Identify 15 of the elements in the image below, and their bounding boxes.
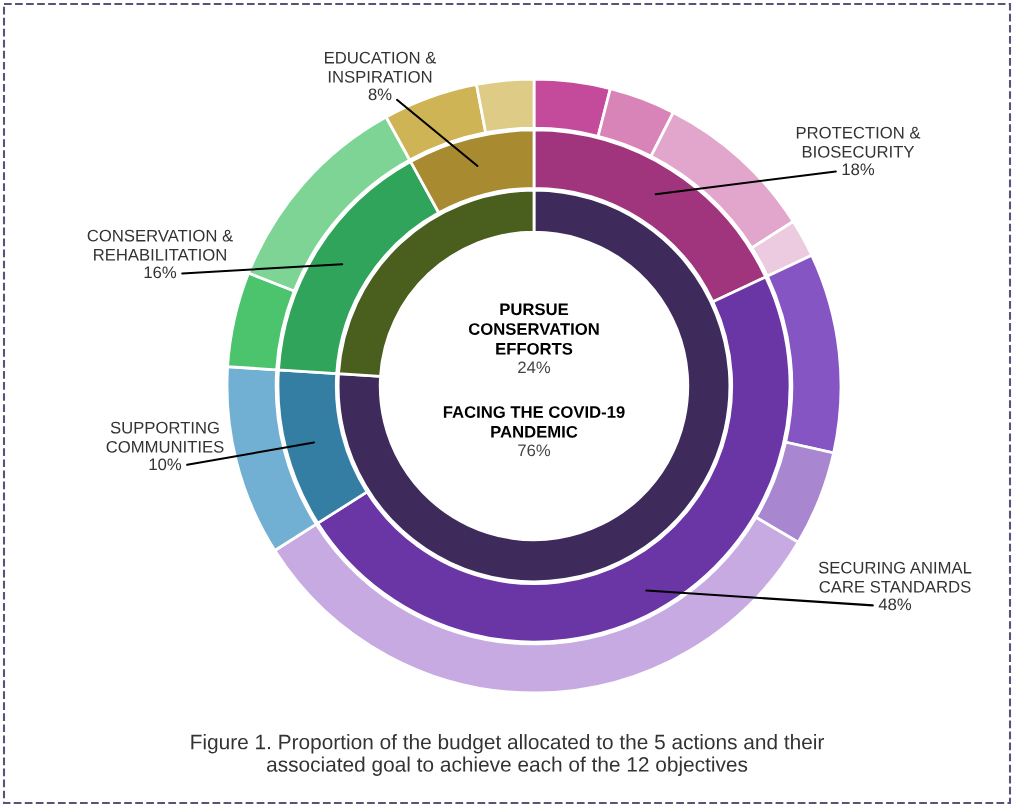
text: SUPPORTING COMMUNITIES — [106, 421, 224, 453]
data-label: 8% — [368, 88, 392, 101]
data-label: 16% — [144, 266, 177, 279]
caption: Figure 1. Proportion of the budget allocated to the 5 actions and their associated goal to achieve each of the 12 objectives — [191, 734, 825, 776]
text: FACING THE COVID-19 PANDEMIC — [443, 406, 625, 438]
data-label: 48% — [878, 598, 912, 611]
text: PURSUE CONSERVATION EFFORTS — [468, 303, 599, 355]
text: PROTECTION & BIOSECURITY — [796, 126, 921, 158]
text: SECURING ANIMAL CARE STANDARDS — [818, 561, 972, 593]
text: EDUCATION & INSPIRATION — [325, 51, 437, 83]
data-label: 10% — [149, 458, 182, 471]
data-label: 24% — [518, 361, 551, 374]
data-label: 18% — [842, 163, 875, 176]
data-label: 76% — [518, 444, 551, 457]
text: CONSERVATION & REHABILITATION — [87, 229, 233, 261]
